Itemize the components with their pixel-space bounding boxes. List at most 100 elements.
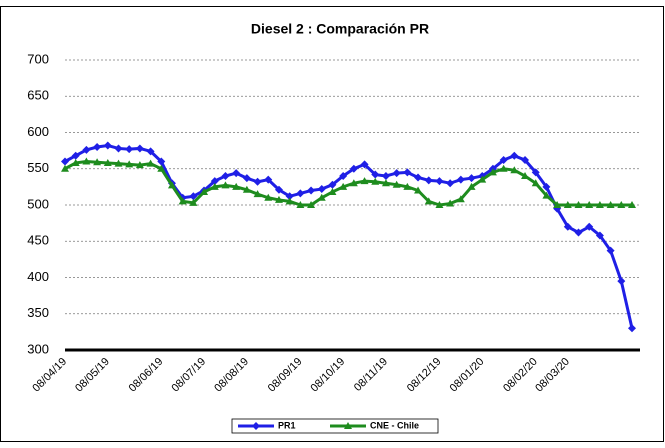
y-tick-label: 500: [27, 196, 49, 211]
point: [563, 222, 572, 231]
point: [114, 144, 123, 153]
point: [446, 199, 455, 207]
point: [553, 201, 562, 208]
point: [71, 151, 80, 160]
point: [456, 175, 465, 184]
point: [542, 191, 551, 199]
point: [414, 186, 423, 194]
point: [339, 182, 348, 190]
point: [221, 181, 230, 189]
point: [414, 173, 423, 182]
point: [274, 185, 283, 194]
point: [328, 187, 337, 195]
point: [628, 201, 636, 208]
y-tick-label: 700: [27, 51, 49, 66]
point: [189, 198, 198, 206]
point: [585, 201, 594, 208]
point: [595, 201, 604, 208]
legend-marker: [252, 422, 260, 430]
point: [210, 182, 219, 190]
point: [628, 324, 636, 333]
point: [606, 201, 615, 208]
point: [93, 143, 102, 151]
point: [296, 201, 305, 208]
y-tick-label: 400: [27, 269, 49, 284]
point: [499, 164, 508, 172]
point: [178, 197, 187, 205]
point: [574, 201, 583, 208]
y-tick-label: 650: [27, 88, 49, 103]
point: [189, 192, 198, 201]
point: [563, 201, 572, 208]
point: [274, 195, 283, 203]
series-line: [64, 144, 634, 329]
point: [242, 174, 251, 183]
point: [71, 158, 80, 166]
y-tick-label: 450: [27, 233, 49, 248]
point: [574, 228, 583, 237]
point: [114, 159, 123, 167]
chart-title: Diesel 2 : Comparación PR: [251, 21, 429, 37]
legend-label: CNE - Chile: [370, 420, 419, 430]
x-tick-label: 08/10/19: [309, 356, 348, 395]
point: [125, 145, 134, 154]
point: [157, 157, 166, 166]
point: [510, 166, 519, 174]
point: [103, 141, 112, 150]
point: [296, 189, 305, 198]
point: [307, 201, 316, 208]
point: [381, 172, 390, 180]
point: [157, 164, 166, 172]
point: [499, 156, 508, 165]
point: [232, 182, 241, 190]
y-tick-label: 300: [27, 341, 49, 356]
point: [146, 147, 155, 156]
legend-marker: [344, 422, 352, 429]
point: [328, 180, 337, 189]
point: [617, 201, 626, 208]
point: [617, 277, 626, 286]
point: [242, 185, 251, 193]
point: [467, 174, 476, 183]
point: [510, 151, 519, 160]
point: [531, 179, 540, 187]
point: [488, 168, 497, 176]
point: [264, 193, 273, 201]
x-tick-label: 08/11/19: [352, 356, 390, 394]
point: [167, 181, 176, 189]
point: [478, 175, 487, 183]
point: [435, 177, 444, 186]
point: [360, 160, 369, 169]
point: [317, 185, 326, 194]
y-tick-label: 350: [27, 305, 49, 320]
y-tick-label: 550: [27, 160, 49, 175]
point: [403, 168, 412, 177]
x-tick-label: 08/05/19: [73, 356, 112, 395]
point: [446, 179, 455, 188]
point: [82, 157, 91, 165]
point: [146, 159, 155, 167]
point: [392, 169, 401, 178]
legend-label: PR1: [278, 420, 296, 430]
point: [424, 197, 433, 205]
point: [232, 169, 241, 178]
point: [135, 161, 144, 169]
point: [317, 193, 326, 201]
point: [135, 144, 144, 153]
point: [61, 164, 69, 172]
x-tick-label: 08/04/19: [30, 356, 69, 395]
x-tick-label: 08/02/20: [501, 356, 540, 395]
x-tick-label: 08/07/19: [169, 356, 208, 395]
x-tick-label: 08/09/19: [266, 356, 305, 395]
point: [585, 222, 594, 231]
point: [307, 186, 316, 195]
point: [125, 160, 134, 168]
point: [531, 168, 540, 177]
point: [103, 158, 112, 166]
point: [392, 180, 401, 188]
x-tick-label: 08/08/19: [212, 356, 251, 395]
point: [210, 177, 219, 186]
point: [82, 145, 91, 154]
point: [606, 246, 615, 255]
